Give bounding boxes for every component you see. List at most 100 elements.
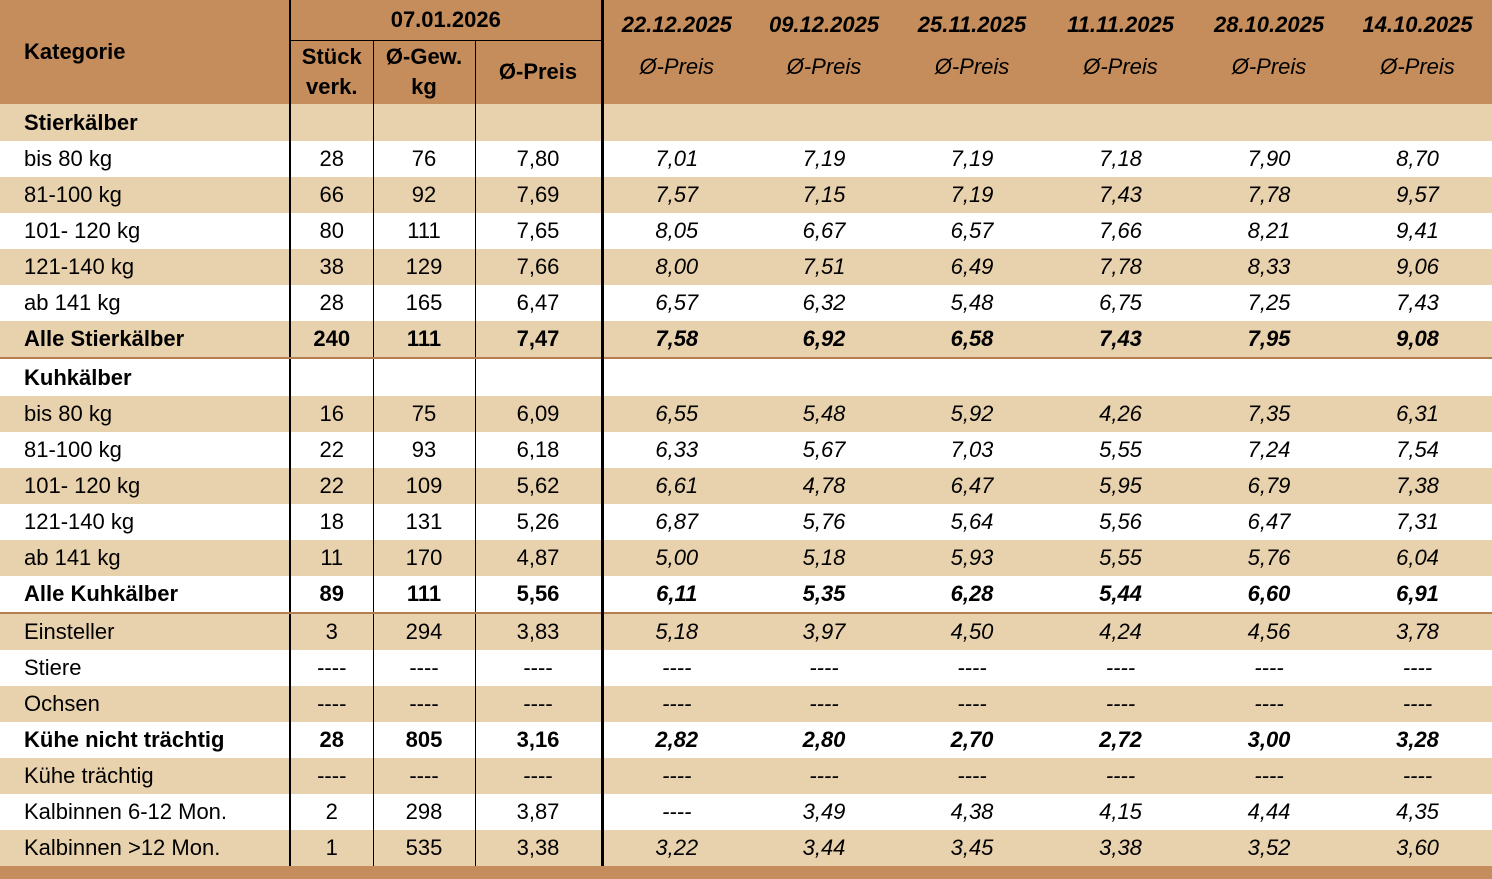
cell: ----: [289, 758, 373, 794]
cell: ----: [289, 650, 373, 686]
table-row: Kalbinnen >12 Mon. 1 535 3,38 3,22 3,44 3,45 3,…: [0, 830, 1492, 866]
cell: 5,18: [750, 540, 899, 576]
history-label: Ø-Preis: [898, 40, 1047, 104]
cell: 6,57: [898, 213, 1047, 249]
cell: 5,92: [898, 396, 1047, 432]
cell: ----: [474, 758, 603, 794]
cell: 131: [372, 504, 475, 540]
cell: 5,56: [474, 576, 603, 614]
cell: 8,05: [600, 213, 751, 249]
cell: 6,18: [474, 432, 603, 468]
cell: ----: [1046, 650, 1196, 686]
cell: 7,19: [750, 141, 899, 177]
cell: ----: [1195, 650, 1344, 686]
cell: 5,26: [474, 504, 603, 540]
table-row: Alle Kuhkälber 89 111 5,56 6,11 5,35 6,28 5,44 6…: [0, 576, 1492, 614]
cell: ----: [600, 650, 751, 686]
cell: 7,66: [1046, 213, 1196, 249]
cell: 9,41: [1343, 213, 1492, 249]
cell: 5,48: [898, 285, 1047, 321]
cell: [750, 104, 899, 141]
cell: [372, 104, 475, 141]
table-row: ab 141 kg 11 170 4,87 5,00 5,18 5,93 5,55 5,76 6,…: [0, 540, 1492, 576]
cell: 805: [372, 722, 475, 758]
row-label: ab 141 kg: [0, 540, 290, 576]
cell: 8,21: [1195, 213, 1344, 249]
cell: 66: [289, 177, 373, 213]
cell: 5,64: [898, 504, 1047, 540]
cell: 5,76: [750, 504, 899, 540]
table-row: 101- 120 kg 80 111 7,65 8,05 6,67 6,57 7,66 8,21…: [0, 213, 1492, 249]
column-header: Ø-Gew. kg: [372, 40, 475, 104]
table-row: Kühe trächtig ---- ---- ---- ---- ---- ---- ---…: [0, 758, 1492, 794]
cell: 6,57: [600, 285, 751, 321]
cell: 3,83: [474, 613, 603, 650]
cell: 3,78: [1343, 613, 1492, 650]
cell: 2,82: [600, 722, 751, 758]
cell: 11: [289, 540, 373, 576]
cell: ----: [474, 650, 603, 686]
cell: 4,35: [1343, 794, 1492, 830]
table-row: Einsteller 3 294 3,83 5,18 3,97 4,50 4,24 4,56 3,…: [0, 613, 1492, 650]
cell: ----: [750, 650, 899, 686]
cell: 22: [289, 468, 373, 504]
cell: 6,75: [1046, 285, 1196, 321]
cell: 4,15: [1046, 794, 1196, 830]
cell: 5,93: [898, 540, 1047, 576]
cell: 5,55: [1046, 540, 1196, 576]
cell: 7,15: [750, 177, 899, 213]
cell: [1343, 358, 1492, 396]
table-row: bis 80 kg 28 76 7,80 7,01 7,19 7,19 7,18 7,90 8,7…: [0, 141, 1492, 177]
cell: 16: [289, 396, 373, 432]
cell: 6,79: [1195, 468, 1344, 504]
cell: [1195, 104, 1344, 141]
cell: 4,87: [474, 540, 603, 576]
row-label: Kalbinnen 6-12 Mon.: [0, 794, 290, 830]
cell: 298: [372, 794, 475, 830]
cell: 7,78: [1046, 249, 1196, 285]
cell: 3,44: [750, 830, 899, 866]
category-header: Kategorie: [0, 0, 290, 104]
cell: 5,44: [1046, 576, 1196, 614]
row-label: Alle Kuhkälber: [0, 576, 290, 614]
cell: 3,97: [750, 613, 899, 650]
cell: 7,57: [600, 177, 751, 213]
cell: 111: [372, 321, 475, 359]
cell: 3,52: [1195, 830, 1344, 866]
table-row: ab 141 kg 28 165 6,47 6,57 6,32 5,48 6,75 7,25 7,…: [0, 285, 1492, 321]
row-label: Kalbinnen >12 Mon.: [0, 830, 290, 866]
table-row: 81-100 kg 22 93 6,18 6,33 5,67 7,03 5,55 7,24 7,5…: [0, 432, 1492, 468]
history-label: Ø-Preis: [750, 40, 899, 104]
cell: 170: [372, 540, 475, 576]
cell: 240: [289, 321, 373, 359]
row-label: bis 80 kg: [0, 396, 290, 432]
cell: 4,56: [1195, 613, 1344, 650]
column-header: Ø-Preis: [474, 40, 603, 104]
cell: [1046, 358, 1196, 396]
table-row: Kühe nicht trächtig 28 805 3,16 2,82 2,80 2,70…: [0, 722, 1492, 758]
cell: 6,60: [1195, 576, 1344, 614]
row-label: Einsteller: [0, 613, 290, 650]
cell: 2,80: [750, 722, 899, 758]
cell: 6,58: [898, 321, 1047, 359]
cell: 3,45: [898, 830, 1047, 866]
cell: 7,38: [1343, 468, 1492, 504]
cell: ----: [898, 650, 1047, 686]
cell: [1343, 104, 1492, 141]
cell: 7,65: [474, 213, 603, 249]
history-label: Ø-Preis: [600, 40, 751, 104]
cell: 6,31: [1343, 396, 1492, 432]
table-row: Alle Stierkälber 240 111 7,47 7,58 6,92 6,58 7,…: [0, 321, 1492, 359]
cell: ----: [1343, 686, 1492, 722]
row-label: Alle Stierkälber: [0, 321, 290, 359]
cell: 9,06: [1343, 249, 1492, 285]
cell: 3,38: [1046, 830, 1196, 866]
cell: 6,09: [474, 396, 603, 432]
cell: 80: [289, 213, 373, 249]
cell: ----: [1343, 650, 1492, 686]
cell: 6,47: [898, 468, 1047, 504]
cell: 28: [289, 141, 373, 177]
cell: 7,43: [1046, 177, 1196, 213]
